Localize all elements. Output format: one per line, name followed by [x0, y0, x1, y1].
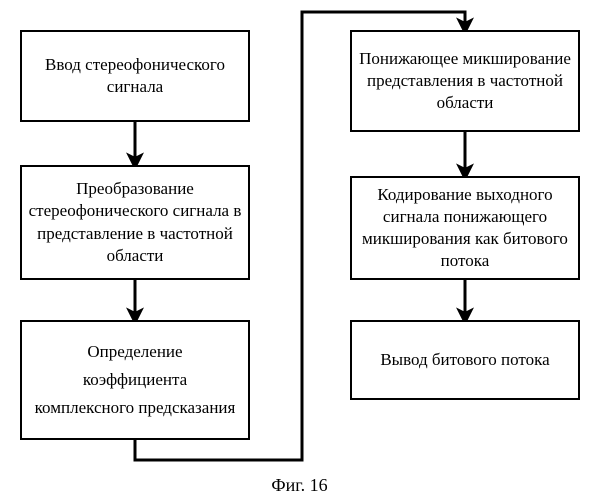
- flowchart-node: Определение коэффициента комплексного пр…: [20, 320, 250, 440]
- flowchart-node: Понижающее микширование представления в …: [350, 30, 580, 132]
- flowchart-node: Ввод стереофонического сигнала: [20, 30, 250, 122]
- flowchart-node: Преобразование стереофонического сигнала…: [20, 165, 250, 280]
- flowchart-node: Кодирование выходного сигнала понижающег…: [350, 176, 580, 280]
- figure-caption: Фиг. 16: [0, 475, 599, 496]
- flowchart-node: Вывод битового потока: [350, 320, 580, 400]
